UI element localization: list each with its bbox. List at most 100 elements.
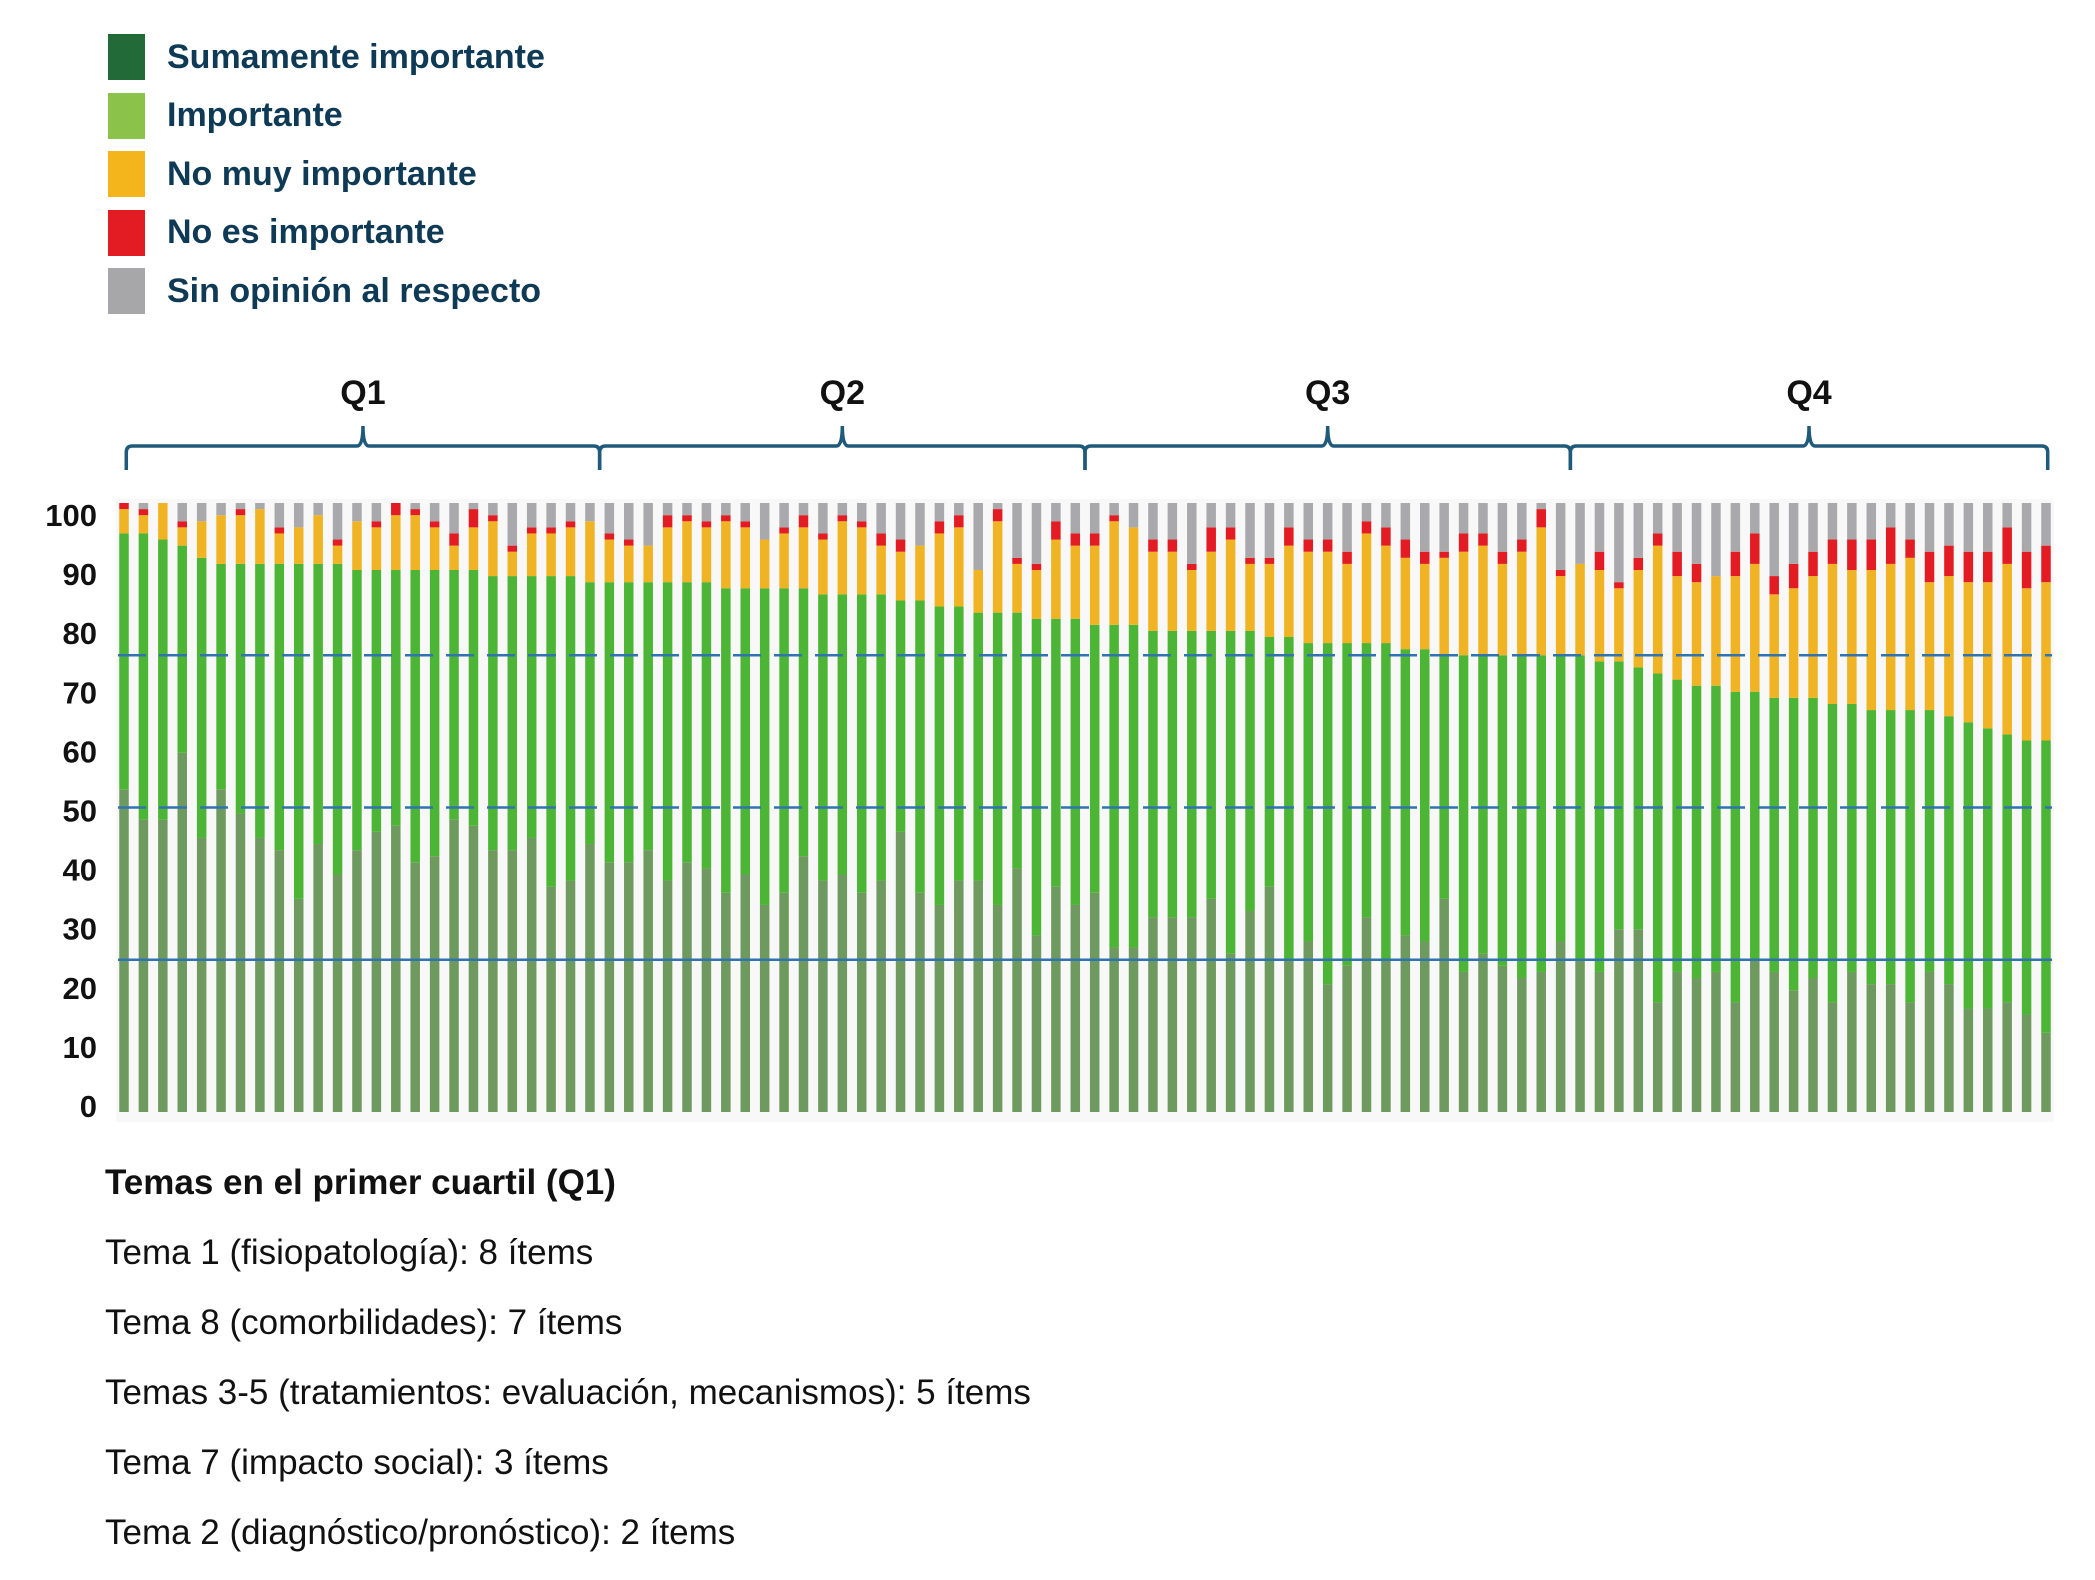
bar-item-8 xyxy=(255,503,265,1112)
bar-segment-importante xyxy=(1905,710,1915,1003)
quartile-brace xyxy=(1083,425,1573,470)
bar-segment-importante xyxy=(1652,673,1663,1003)
legend-swatch xyxy=(108,92,145,139)
bar-segment-sin-opini-n-al-respecto xyxy=(856,503,867,522)
bar-segment-importante xyxy=(934,606,945,905)
bar-segment-no-muy-importante xyxy=(235,515,246,564)
bar-segment-sumamente-importante xyxy=(1167,917,1178,1112)
bar-segment-no-es-importante xyxy=(177,521,187,528)
bar-segment-importante xyxy=(662,582,673,881)
bar-segment-no-es-importante xyxy=(371,521,382,528)
bar-segment-sumamente-importante xyxy=(526,837,537,1112)
bar-segment-sumamente-importante xyxy=(546,886,556,1112)
bar-segment-no-muy-importante xyxy=(1400,557,1411,650)
notes-line: Tema 1 (fisiopatología): 8 ítems xyxy=(105,1233,594,1272)
bar-item-100 xyxy=(2041,503,2051,1112)
bar-item-55 xyxy=(1167,503,1178,1112)
bar-segment-sin-opini-n-al-respecto xyxy=(876,503,886,534)
bar-segment-sumamente-importante xyxy=(488,850,498,1112)
bar-segment-sumamente-importante xyxy=(449,819,459,1112)
bar-segment-no-muy-importante xyxy=(138,515,149,534)
bar-segment-no-es-importante xyxy=(274,527,285,534)
bar-item-70 xyxy=(1458,503,1469,1112)
bar-segment-sumamente-importante xyxy=(1419,941,1430,1112)
bar-segment-no-muy-importante xyxy=(1614,588,1624,662)
bar-segment-sumamente-importante xyxy=(391,825,401,1112)
bar-item-93 xyxy=(1905,503,1915,1112)
bar-segment-importante xyxy=(1031,618,1042,936)
bar-segment-no-muy-importante xyxy=(1691,582,1702,686)
legend-item-importante: Importante xyxy=(108,87,545,146)
bar-segment-no-es-importante xyxy=(391,503,401,516)
bar-item-57 xyxy=(1206,503,1216,1112)
bar-segment-no-muy-importante xyxy=(1089,545,1100,625)
bar-segment-no-es-importante xyxy=(1536,509,1546,528)
bar-segment-sin-opini-n-al-respecto xyxy=(1089,503,1100,534)
bar-segment-sin-opini-n-al-respecto xyxy=(1944,503,1954,546)
y-tick-label: 50 xyxy=(63,794,97,829)
bar-segment-no-muy-importante xyxy=(119,509,129,534)
bar-item-36 xyxy=(798,503,809,1112)
bar-segment-sumamente-importante xyxy=(1478,953,1488,1112)
bar-segment-no-muy-importante xyxy=(216,515,226,564)
bar-segment-importante xyxy=(196,557,207,838)
bar-segment-no-muy-importante xyxy=(721,521,731,589)
bar-segment-no-es-importante xyxy=(1478,533,1488,546)
bar-segment-importante xyxy=(1730,691,1741,1003)
bar-segment-sin-opini-n-al-respecto xyxy=(1905,503,1915,540)
bar-segment-importante xyxy=(1614,661,1624,930)
bar-segment-no-es-importante xyxy=(1517,539,1527,552)
bar-segment-no-muy-importante xyxy=(2002,563,2012,735)
bar-item-94 xyxy=(1924,503,1935,1112)
bar-segment-no-es-importante xyxy=(565,521,576,528)
bar-segment-sumamente-importante xyxy=(624,862,634,1112)
bar-segment-importante xyxy=(1167,630,1178,918)
bar-segment-sin-opini-n-al-respecto xyxy=(1419,503,1430,552)
bar-segment-no-es-importante xyxy=(624,539,634,546)
bar-item-45 xyxy=(973,503,983,1112)
bar-segment-importante xyxy=(565,576,576,881)
bar-segment-no-muy-importante xyxy=(1012,563,1022,613)
bar-segment-importante xyxy=(2041,740,2051,1033)
bar-segment-sumamente-importante xyxy=(1012,868,1022,1112)
bar-segment-sin-opini-n-al-respecto xyxy=(1225,503,1236,528)
bar-segment-no-es-importante xyxy=(1885,527,1896,564)
bar-segment-importante xyxy=(468,569,479,826)
bar-segment-no-muy-importante xyxy=(740,527,751,589)
bar-segment-importante xyxy=(1885,710,1896,985)
legend-item-sumamente-importante: Sumamente importante xyxy=(108,28,545,87)
bar-segment-no-muy-importante xyxy=(2021,588,2032,741)
legend-label: No es importante xyxy=(167,213,445,252)
bar-segment-no-muy-importante xyxy=(1419,563,1430,650)
bar-item-69 xyxy=(1439,503,1449,1112)
bar-segment-importante xyxy=(1225,630,1236,954)
bar-segment-importante xyxy=(332,563,343,875)
bar-segment-importante xyxy=(1206,630,1216,899)
bar-item-87 xyxy=(1788,503,1799,1112)
bar-segment-no-muy-importante xyxy=(429,527,440,570)
bar-segment-no-es-importante xyxy=(1555,569,1566,577)
bar-segment-no-muy-importante xyxy=(332,545,343,564)
legend-label: Sumamente importante xyxy=(167,37,545,76)
bar-segment-sumamente-importante xyxy=(429,856,440,1112)
bar-segment-sin-opini-n-al-respecto xyxy=(2002,503,2012,528)
bar-segment-sin-opini-n-al-respecto xyxy=(1478,503,1488,534)
bar-segment-sin-opini-n-al-respecto xyxy=(1536,503,1546,510)
bar-segment-importante xyxy=(759,588,770,905)
bar-item-99 xyxy=(2021,503,2032,1112)
bar-segment-sumamente-importante xyxy=(1788,990,1799,1112)
y-tick-label: 40 xyxy=(63,853,97,888)
bar-segment-sin-opini-n-al-respecto xyxy=(701,503,712,522)
bar-item-38 xyxy=(837,503,848,1112)
bar-item-30 xyxy=(682,503,692,1112)
bar-segment-sumamente-importante xyxy=(682,862,692,1112)
bar-segment-sin-opini-n-al-respecto xyxy=(1439,503,1449,552)
bar-segment-sumamente-importante xyxy=(1575,959,1585,1112)
bar-segment-importante xyxy=(1148,630,1158,918)
bar-segment-no-muy-importante xyxy=(1730,576,1741,692)
bar-segment-no-es-importante xyxy=(1322,539,1333,552)
bar-segment-no-muy-importante xyxy=(1128,527,1139,625)
bar-segment-sumamente-importante xyxy=(255,837,265,1112)
bar-segment-importante xyxy=(1691,685,1702,979)
bar-segment-importante xyxy=(1944,716,1954,985)
